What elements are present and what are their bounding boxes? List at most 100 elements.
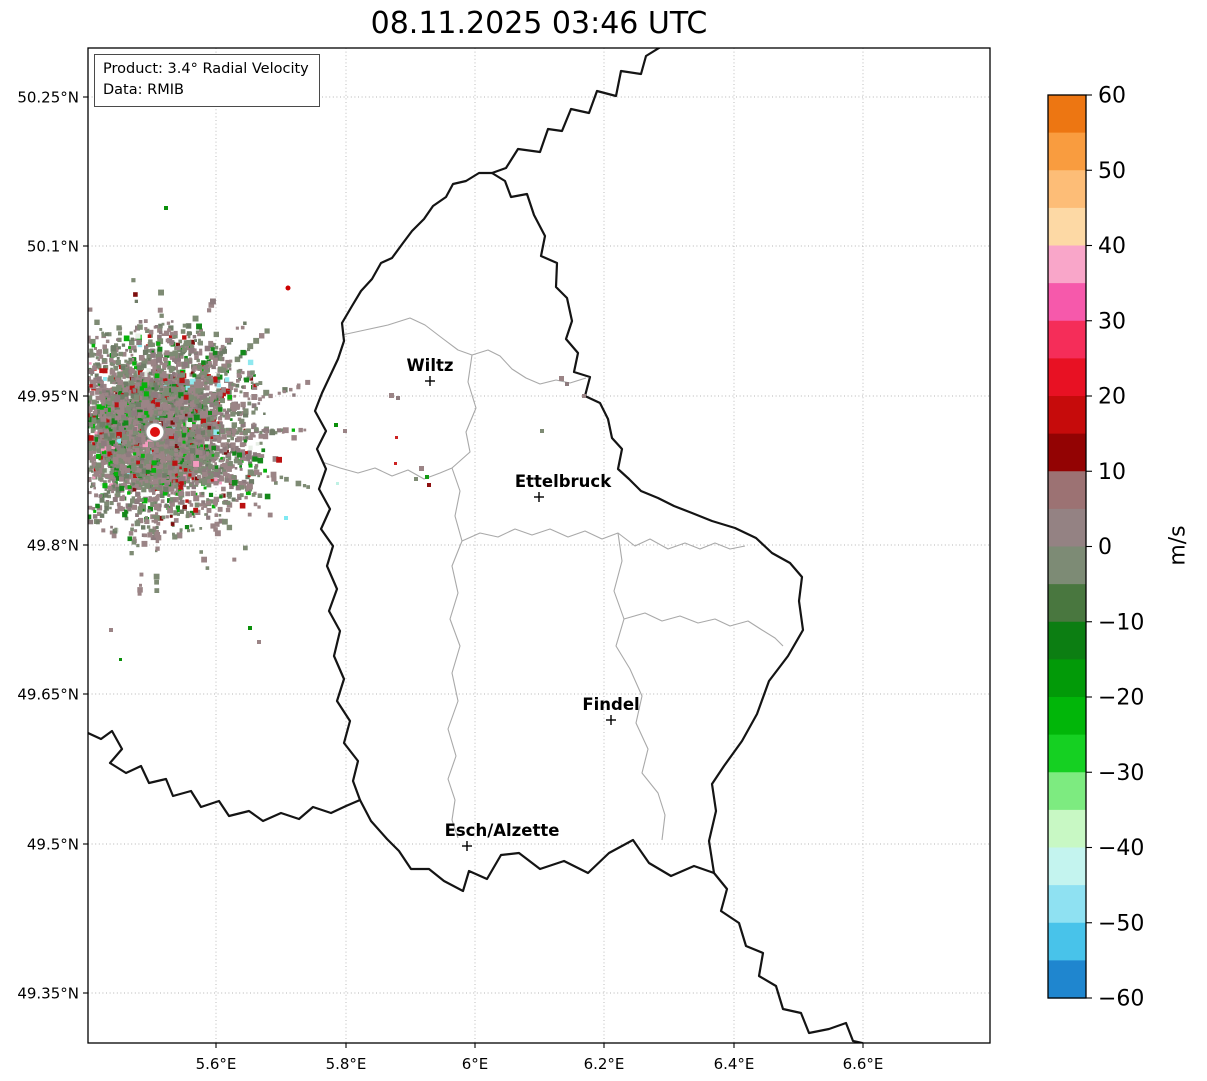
radar-speck [285, 285, 291, 291]
country-border [490, 48, 661, 175]
colorbar-segment [1048, 621, 1086, 660]
radar-speck [109, 628, 113, 632]
country-border [88, 729, 362, 823]
y-tick-label: 49.95°N [17, 387, 79, 405]
colorbar-segment [1048, 471, 1086, 510]
country-border [712, 871, 864, 1043]
colorbar-segment [1048, 433, 1086, 472]
radar-speck [395, 436, 398, 439]
colorbar-tick-label: −30 [1098, 761, 1144, 786]
colorbar-segment [1048, 584, 1086, 623]
colorbar-segment [1048, 245, 1086, 284]
figure-title: 08.11.2025 03:46 UTC [370, 6, 708, 41]
district-border [623, 612, 784, 647]
colorbar-segment [1048, 772, 1086, 811]
radar-speck [565, 382, 569, 386]
colorbar-unit-label: m/s [1165, 525, 1191, 566]
colorbar-tick-label: 50 [1098, 159, 1126, 184]
country-border [313, 171, 805, 893]
colorbar-tick-label: 60 [1098, 84, 1126, 109]
city-label: Wiltz [406, 356, 453, 375]
colorbar-segment [1048, 546, 1086, 585]
product-label: Product: 3.4° Radial Velocity [103, 61, 309, 77]
colorbar-tick-label: 20 [1098, 385, 1126, 410]
city-label: Esch/Alzette [445, 821, 560, 840]
cbar-layer: 60 50 40 30 20 10 0 −10 −20 −30 −40 −50 −60 [1047, 84, 1144, 1012]
radar-speck [284, 516, 288, 520]
radar-speck [559, 376, 564, 381]
colorbar-segment [1048, 809, 1086, 849]
plot-frame [87, 47, 991, 1044]
x-tick-label: 6.6°E [843, 1055, 884, 1073]
colorbar-tick-label: 0 [1098, 535, 1112, 560]
colorbar-segment [1048, 960, 1086, 999]
radar-speck [248, 626, 252, 630]
product-info-box: Product: 3.4° Radial Velocity Data: RMIB [94, 54, 320, 108]
y-tick-label: 50.1°N [27, 237, 79, 255]
frame-layer [87, 47, 991, 1044]
y-tick-label: 50.25°N [17, 88, 79, 106]
data-source-label: Data: RMIB [103, 82, 184, 99]
city-layer: Wiltz Ettelbruck Findel Esch/Alzette [406, 356, 640, 851]
radar-speck [343, 429, 347, 433]
y-tick-label: 49.35°N [17, 984, 79, 1002]
radar-speck [389, 393, 394, 398]
radar-speck [419, 466, 424, 471]
x-tick-label: 6.2°E [584, 1055, 625, 1073]
radar-speck [427, 483, 431, 487]
district-layer [321, 317, 784, 841]
radar-speck [394, 462, 397, 465]
district-border [447, 467, 463, 839]
grid-layer [88, 48, 990, 1043]
colorbar-tick-label: 40 [1098, 234, 1126, 259]
colorbar-segment [1048, 283, 1086, 322]
colorbar-segment [1048, 847, 1086, 886]
colorbar-segment [1048, 396, 1086, 435]
radar-site-marker [150, 427, 160, 437]
colorbar-segment [1048, 659, 1086, 698]
city-label: Ettelbruck [515, 472, 612, 491]
radar-speck [414, 477, 418, 481]
colorbar-tick-label: −60 [1098, 987, 1144, 1012]
y-tick-label: 49.8°N [27, 536, 79, 554]
radar-speck [119, 658, 122, 661]
speck-layer [109, 206, 586, 661]
city-label: Findel [582, 695, 639, 714]
radar-speck [540, 429, 544, 433]
district-border [461, 528, 746, 550]
colorbar-segment [1048, 320, 1086, 359]
colorbar-segment [1048, 358, 1086, 397]
colorbar-tick-label: 10 [1098, 460, 1126, 485]
colorbar-segment [1048, 132, 1086, 171]
x-tick-label: 6°E [462, 1055, 489, 1073]
district-border [613, 532, 666, 841]
colorbar-segment [1048, 734, 1086, 773]
blob-layer [88, 278, 311, 596]
x-tick-label: 6.4°E [714, 1055, 755, 1073]
colorbar-tick-label: −50 [1098, 911, 1144, 936]
district-border [451, 354, 477, 469]
colorbar-segment [1048, 207, 1086, 247]
district-border [341, 317, 587, 385]
axis-layer: 5.6°E 5.8°E 6°E 6.2°E 6.4°E 6.6°E 50.25°N 50.1°… [17, 88, 883, 1073]
colorbar-segment [1048, 170, 1086, 209]
y-tick-label: 49.5°N [27, 835, 79, 853]
colorbar-tick-label: −10 [1098, 610, 1144, 635]
colorbar-segment [1048, 95, 1086, 134]
radar-speck [425, 475, 429, 479]
radar-speck [164, 206, 168, 210]
country-layer [88, 48, 864, 1043]
colorbar-segment [1048, 697, 1086, 736]
colorbar-tick-label: 30 [1098, 309, 1126, 334]
colorbar-segment [1048, 885, 1086, 924]
colorbar-tick-label: −20 [1098, 686, 1144, 711]
radar-speck [257, 640, 261, 644]
x-tick-label: 5.6°E [196, 1055, 237, 1073]
colorbar-tick-label: −40 [1098, 836, 1144, 861]
x-tick-label: 5.8°E [326, 1055, 367, 1073]
colorbar-segment [1048, 922, 1086, 961]
radar-speck [334, 423, 338, 427]
colorbar-segment [1048, 508, 1086, 548]
